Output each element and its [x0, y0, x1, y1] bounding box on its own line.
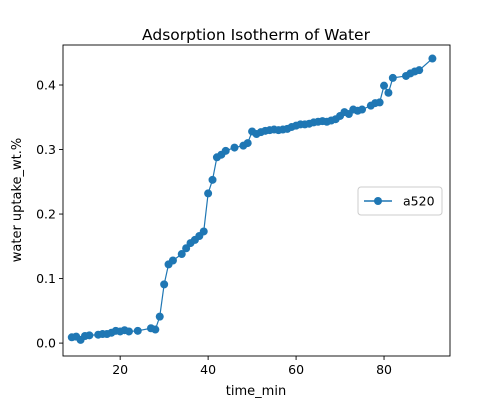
- x-tick-label: 60: [288, 362, 304, 377]
- chart-title: Adsorption Isotherm of Water: [142, 26, 371, 44]
- data-point: [375, 98, 384, 107]
- data-point: [155, 312, 164, 321]
- y-tick-label: 0.1: [36, 271, 56, 286]
- data-point: [243, 139, 252, 148]
- data-point: [204, 189, 213, 198]
- legend-box: [357, 186, 443, 216]
- x-axis-label: time_min: [226, 384, 286, 399]
- y-tick-label: 0.2: [36, 207, 56, 222]
- legend: a520: [357, 186, 443, 216]
- data-point: [230, 143, 239, 152]
- data-point: [199, 227, 208, 236]
- data-point: [177, 250, 186, 259]
- y-axis-label: water uptake_wt.%: [10, 138, 25, 263]
- y-tick-label: 0.0: [36, 336, 56, 351]
- data-point: [85, 331, 94, 340]
- data-point: [384, 88, 393, 97]
- axes-frame: [62, 44, 451, 357]
- data-point: [428, 54, 437, 63]
- legend-label-a520: a520: [403, 194, 435, 209]
- data-point: [380, 81, 389, 90]
- data-point: [415, 66, 424, 75]
- data-point: [160, 280, 169, 289]
- y-axis: 0.0 0.1 0.2 0.3 0.4: [36, 78, 63, 351]
- data-point: [168, 256, 177, 265]
- data-point: [124, 327, 133, 336]
- x-tick-label: 40: [200, 362, 216, 377]
- x-tick-label: 80: [376, 362, 392, 377]
- legend-marker-a520: [374, 197, 382, 205]
- y-tick-label: 0.4: [36, 78, 56, 93]
- data-point: [388, 73, 397, 82]
- data-point: [358, 105, 367, 114]
- y-tick-label: 0.3: [36, 142, 56, 157]
- plot-area: [67, 54, 437, 344]
- data-point: [151, 325, 160, 334]
- data-point: [208, 175, 217, 184]
- x-tick-label: 20: [112, 362, 128, 377]
- data-point: [221, 146, 230, 155]
- data-point: [133, 326, 142, 335]
- x-axis: 20 40 60 80: [112, 356, 392, 377]
